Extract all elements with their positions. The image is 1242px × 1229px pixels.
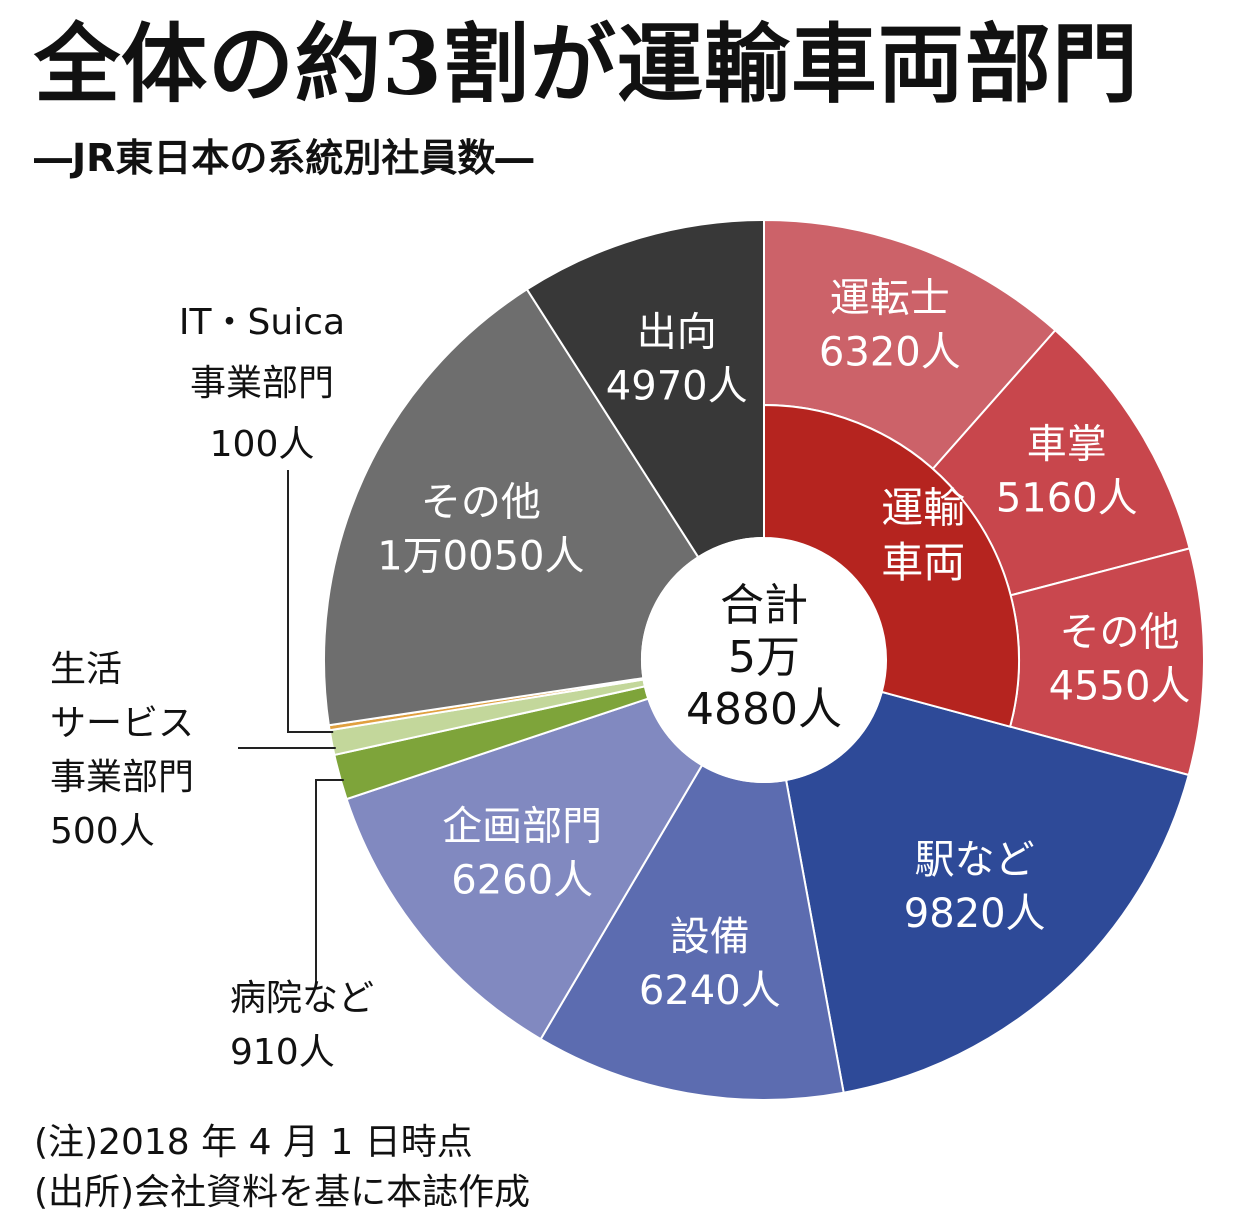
slice-4-value: 6240人 [639, 968, 781, 1014]
chart-title: 全体の約3割が運輸車両部門 [34, 14, 1139, 115]
note-date: (注)2018 年 4 月 1 日時点 [34, 1122, 473, 1163]
labels-layer: 合計5万4880人運転士6320人車掌5160人その他4550人駅など9820人… [50, 276, 1190, 1073]
slice-2-label: その他 4550人 [1049, 609, 1191, 709]
group-label-0-line-1: 車両 [881, 538, 965, 587]
center-total-line-1: 5万 [728, 632, 800, 683]
slice-0-name: 運転士 [830, 276, 950, 322]
slice-4-name: 設備 [670, 914, 750, 960]
outside-label-it-line-2: 100人 [210, 424, 315, 465]
slice-1-value: 5160人 [996, 476, 1138, 522]
slice-1-label: 車掌 5160人 [996, 422, 1138, 522]
note-source: (出所)会社資料を基に本誌作成 [34, 1172, 531, 1213]
slice-10-label: 出向 4970人 [606, 310, 748, 410]
slice-2-value: 4550人 [1049, 663, 1191, 709]
group-layer: 運輸車両 [763, 403, 1020, 728]
slice-9-name: その他 [421, 479, 541, 525]
slice-2-name: その他 [1059, 609, 1179, 655]
outside-label-hospital-line-1: 910人 [230, 1032, 335, 1073]
leader-it [287, 470, 334, 733]
outside-label-life-line-0: 生活 [50, 649, 122, 690]
outside-label-it-line-0: IT・Suica [179, 302, 345, 343]
slice-9-value: 1万0050人 [377, 533, 584, 579]
group-label-0-line-0: 運輸 [881, 483, 965, 532]
center-total-line-0: 合計 [720, 580, 808, 631]
slice-9-label: その他 1万0050人 [377, 479, 584, 579]
outside-label-hospital-line-0: 病院など [230, 978, 374, 1019]
slice-10-name: 出向 [637, 310, 717, 356]
center-total-line-2: 4880人 [686, 684, 842, 735]
outside-label-life-line-3: 500人 [50, 811, 155, 852]
slice-10-value: 4970人 [606, 364, 748, 410]
slice-3-name: 駅など [915, 837, 1035, 883]
chart-subtitle: ―JR東日本の系統別社員数― [34, 136, 534, 180]
group-wedge-0 [763, 403, 1020, 728]
leader-hospital [315, 779, 344, 985]
outside-label-it-line-1: 事業部門 [190, 363, 334, 404]
slices-layer [323, 218, 1205, 1101]
outside-label-life-line-2: 事業部門 [50, 757, 194, 798]
slice-4-label: 設備 6240人 [639, 914, 781, 1014]
outside-label-life-line-1: サービス [50, 703, 194, 744]
leader-lines [238, 470, 344, 985]
slice-0-label: 運転士 6320人 [819, 276, 961, 376]
slice-3-label: 駅など 9820人 [904, 837, 1046, 937]
slice-5-label: 企画部門 6260人 [442, 804, 602, 904]
footnotes: (注)2018 年 4 月 1 日時点 (出所)会社資料を基に本誌作成 [34, 1118, 530, 1218]
slice-1-name: 車掌 [1027, 422, 1107, 468]
slice-0-value: 6320人 [819, 330, 961, 376]
slice-5-name: 企画部門 [442, 804, 602, 850]
slice-3-value: 9820人 [904, 891, 1046, 937]
slice-5-value: 6260人 [451, 858, 593, 904]
